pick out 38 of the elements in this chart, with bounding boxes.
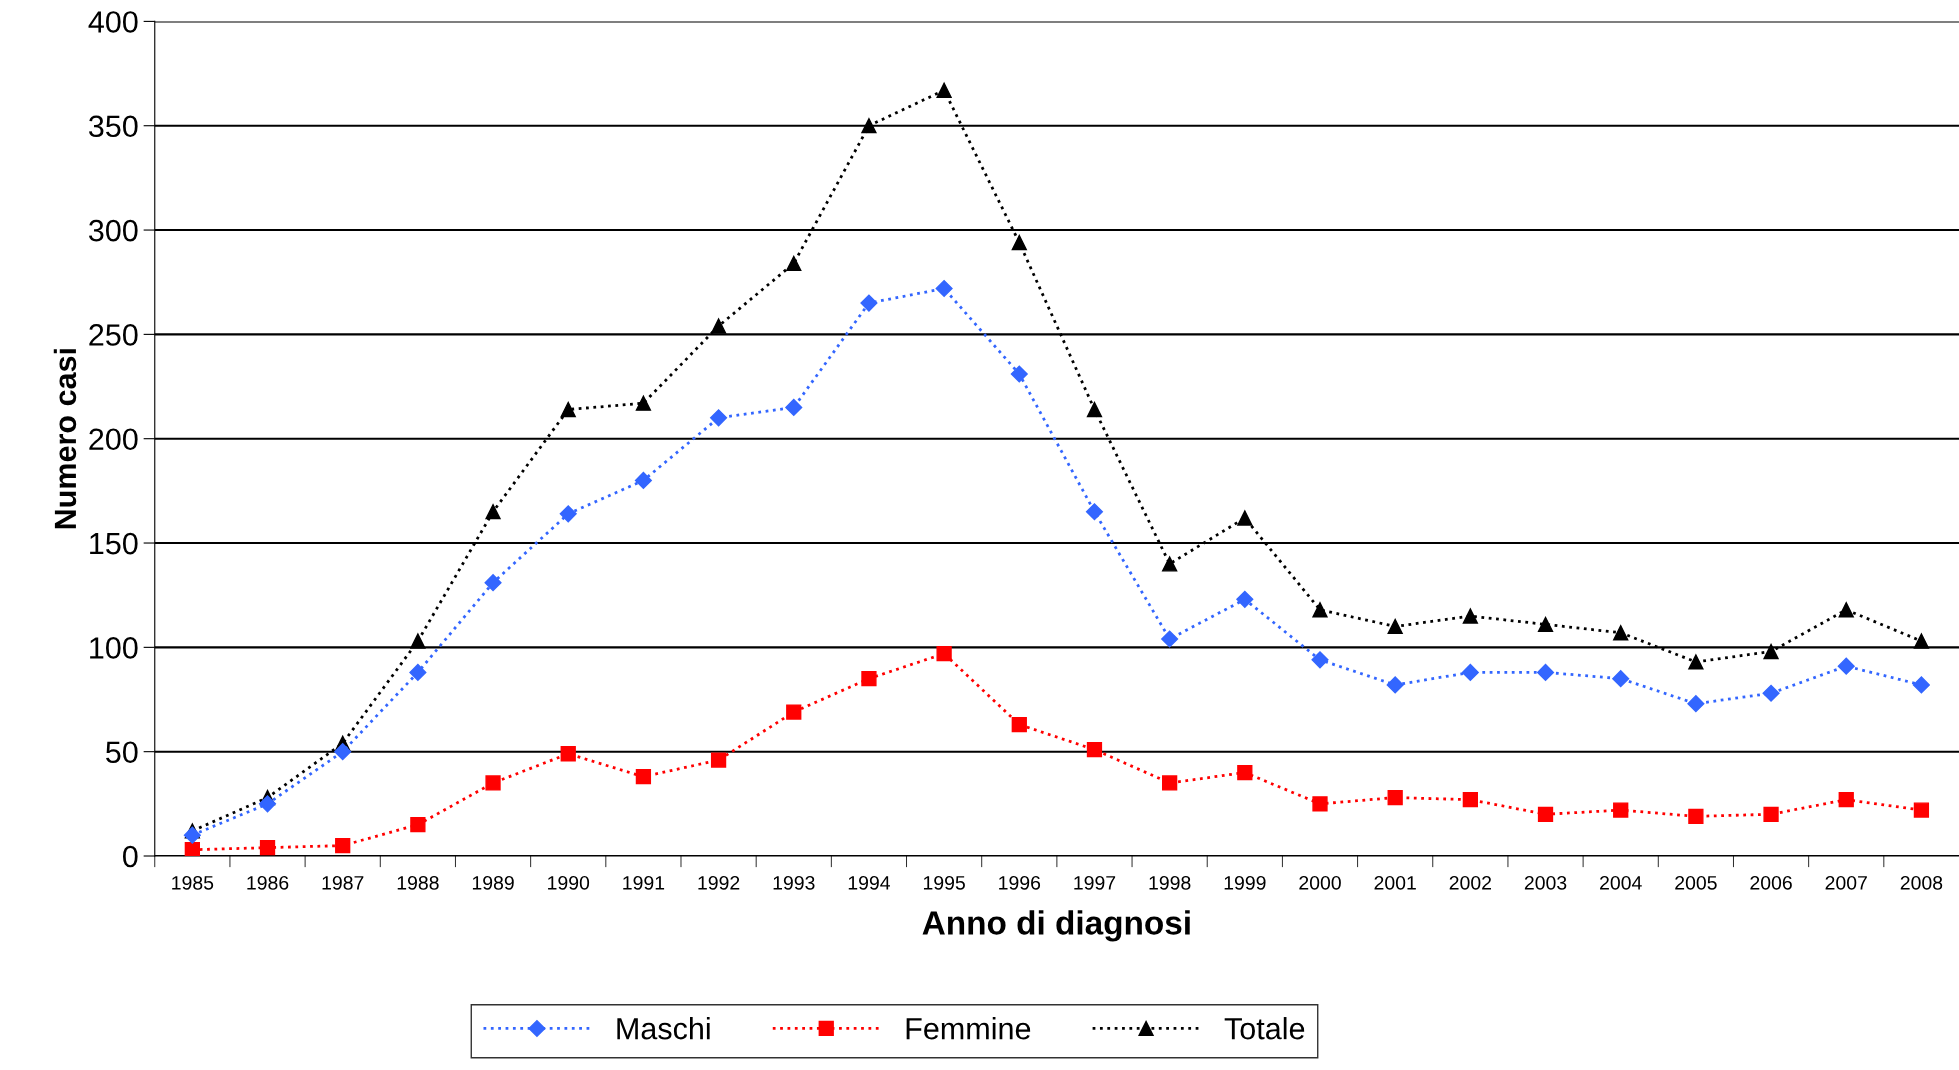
legend-label: Femmine xyxy=(906,1017,1031,1040)
x-tick-label: 1999 xyxy=(1224,875,1266,890)
y-tick-label: 400 xyxy=(88,11,138,33)
y-tick-label: 50 xyxy=(106,741,138,764)
x-tick-label: 1996 xyxy=(999,875,1041,890)
y-tick-label: 0 xyxy=(122,845,138,868)
x-tick-label: 1985 xyxy=(172,875,214,890)
x-tick-label: 2008 xyxy=(1900,875,1943,890)
x-tick-label: 2004 xyxy=(1600,875,1642,890)
x-tick-label: 1994 xyxy=(848,875,890,890)
x-tick-label: 2003 xyxy=(1524,875,1567,890)
legend-label: Maschi xyxy=(617,1017,710,1040)
x-tick-label: 1998 xyxy=(1149,875,1191,890)
y-axis-title: Numero casi xyxy=(53,349,77,529)
x-tick-label: 2000 xyxy=(1299,875,1341,890)
x-tick-label: 1986 xyxy=(247,875,289,890)
x-tick-label: 1989 xyxy=(472,875,514,890)
y-tick-label: 350 xyxy=(88,115,138,138)
x-tick-label: 2007 xyxy=(1825,875,1867,890)
x-tick-label: 2002 xyxy=(1449,875,1492,890)
x-tick-label: 2006 xyxy=(1750,875,1792,890)
x-tick-label: 1990 xyxy=(548,875,590,890)
x-tick-label: 1988 xyxy=(397,875,439,890)
y-tick-label: 200 xyxy=(89,428,138,451)
x-tick-label: 2005 xyxy=(1675,875,1717,890)
x-tick-label: 1997 xyxy=(1074,875,1116,890)
x-tick-label: 1991 xyxy=(623,875,665,890)
x-tick-label: 1987 xyxy=(322,875,364,890)
x-tick-label: 2001 xyxy=(1374,875,1416,890)
x-axis-title: Anno di diagnosi xyxy=(922,910,1190,942)
y-tick-label: 300 xyxy=(88,219,138,242)
y-tick-label: 150 xyxy=(90,532,138,555)
y-tick-label: 100 xyxy=(90,637,138,659)
x-tick-label: 1992 xyxy=(698,875,740,890)
legend-label: Totale xyxy=(1224,1017,1305,1040)
x-tick-label: 1995 xyxy=(923,875,965,890)
y-tick-label: 250 xyxy=(89,324,138,346)
x-tick-label: 1993 xyxy=(773,875,815,890)
